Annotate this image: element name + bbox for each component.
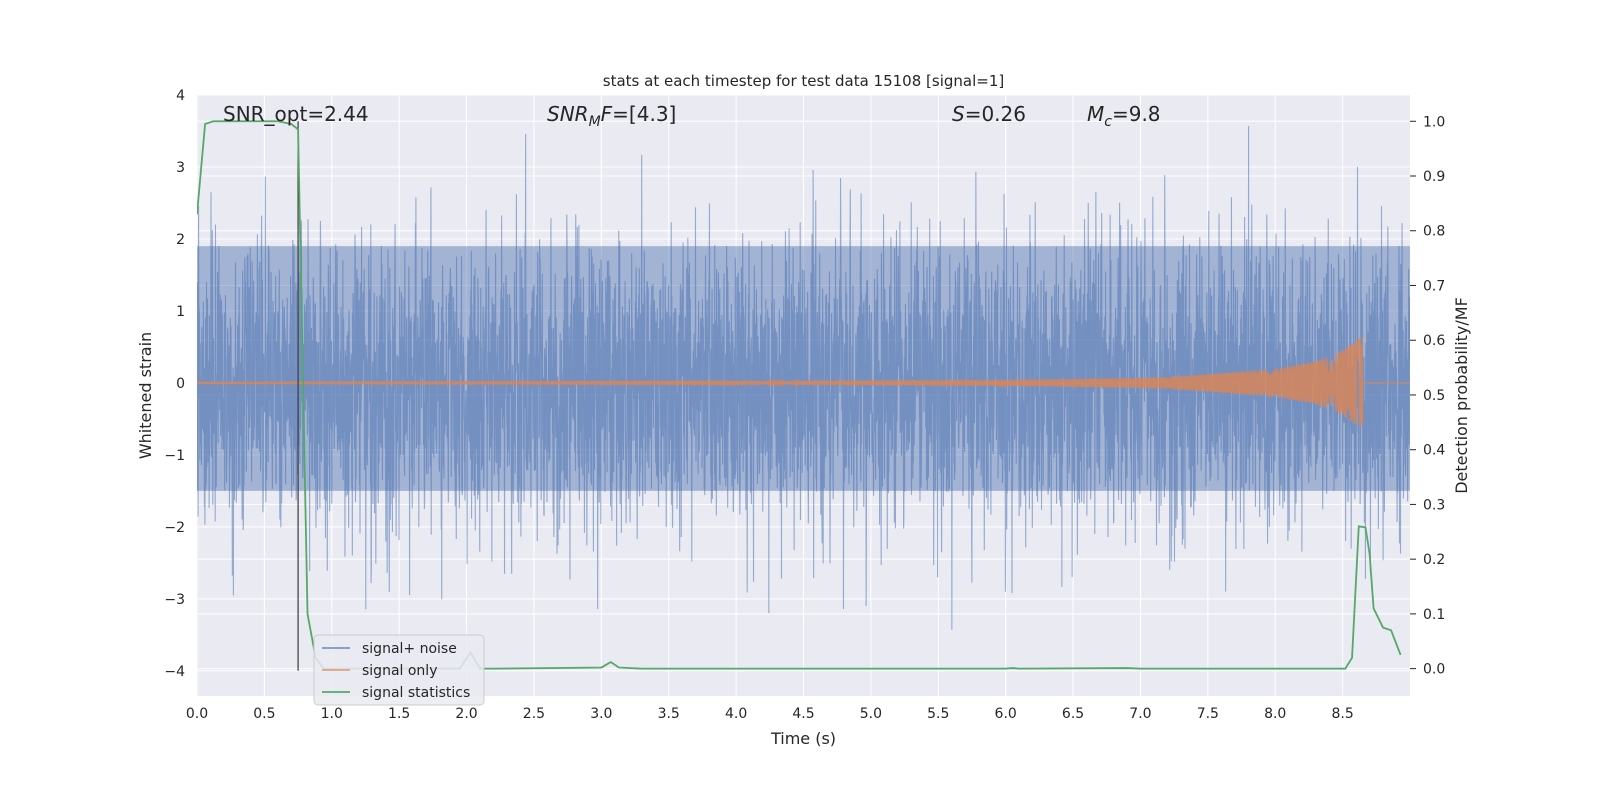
x-tick-label: 4.0 xyxy=(725,706,747,722)
x-tick-label: 7.0 xyxy=(1129,706,1151,722)
y-tick-label: −1 xyxy=(164,448,185,464)
y-tick-label: −3 xyxy=(164,592,185,608)
y2-tick-label: 0.2 xyxy=(1423,552,1445,568)
annotation-1: SNRMF=[4.3] xyxy=(547,102,676,130)
legend-label: signal statistics xyxy=(362,685,470,701)
y-tick-label: 1 xyxy=(176,304,185,320)
x-tick-label: 3.5 xyxy=(658,706,680,722)
series-layer xyxy=(197,120,1410,671)
x-axis-label: Time (s) xyxy=(770,729,836,748)
y-tick-label: 2 xyxy=(176,232,185,248)
x-tick-label: 8.5 xyxy=(1331,706,1353,722)
x-tick-label: 0.5 xyxy=(253,706,275,722)
x-tick-label: 1.0 xyxy=(321,706,343,722)
y2-tick-label: 0.4 xyxy=(1423,443,1445,459)
series-signal-statistics xyxy=(197,120,1402,670)
tick-labels: 0.0 0.5 1.0 1.5 2.0 2.5 3.0 3.5 4.0 4.5 5.0 5.5 6.0 6… xyxy=(164,88,1445,722)
x-tick-label: 7.5 xyxy=(1197,706,1219,722)
legend-label: signal only xyxy=(362,663,437,679)
legend: signal+ noise signal only signal statistic… xyxy=(313,634,485,706)
y2-tick-label: 0.9 xyxy=(1423,169,1445,185)
annotation-2: S=0.26 xyxy=(952,102,1026,126)
y-axis-label: Whitened strain xyxy=(136,332,155,459)
chart-title: stats at each timestep for test data 151… xyxy=(603,72,1004,90)
y2-tick-label: 0.8 xyxy=(1423,224,1445,240)
annotation-0: SNR_opt=2.44 xyxy=(223,102,369,126)
x-tick-label: 5.5 xyxy=(927,706,949,722)
y-tick-label: 0 xyxy=(176,376,185,392)
legend-label: signal+ noise xyxy=(362,641,457,657)
y2-tick-label: 0.5 xyxy=(1423,388,1445,404)
legend-box xyxy=(313,634,485,706)
x-tick-label: 5.0 xyxy=(860,706,882,722)
x-tick-label: 8.0 xyxy=(1264,706,1286,722)
y-tick-label: −4 xyxy=(164,664,185,680)
y2-tick-label: 0.3 xyxy=(1423,497,1445,513)
y2-axis-label: Detection probability/MF xyxy=(1452,297,1471,494)
x-tick-label: 6.5 xyxy=(1062,706,1084,722)
y-tick-label: −2 xyxy=(164,520,185,536)
x-tick-label: 6.0 xyxy=(995,706,1017,722)
y-tick-label: 3 xyxy=(176,160,185,176)
x-tick-label: 4.5 xyxy=(792,706,814,722)
y2-tick-label: 0.0 xyxy=(1423,662,1445,678)
x-tick-label: 2.5 xyxy=(523,706,545,722)
series-signal-only xyxy=(197,336,1410,428)
y2-tick-label: 0.1 xyxy=(1423,607,1445,623)
y-tick-label: 4 xyxy=(176,88,185,104)
annotation-3: Mc=9.8 xyxy=(1087,102,1161,130)
y2-tick-label: 1.0 xyxy=(1423,114,1445,130)
y2-tick-label: 0.7 xyxy=(1423,278,1445,294)
y2-tick-label: 0.6 xyxy=(1423,333,1445,349)
x-tick-label: 3.0 xyxy=(590,706,612,722)
x-tick-label: 1.5 xyxy=(388,706,410,722)
x-tick-label: 2.0 xyxy=(455,706,477,722)
x-tick-label: 0.0 xyxy=(186,706,208,722)
annotations: SNR_opt=2.44 SNRMF=[4.3] S=0.26 Mc=9.8 xyxy=(223,102,1161,130)
